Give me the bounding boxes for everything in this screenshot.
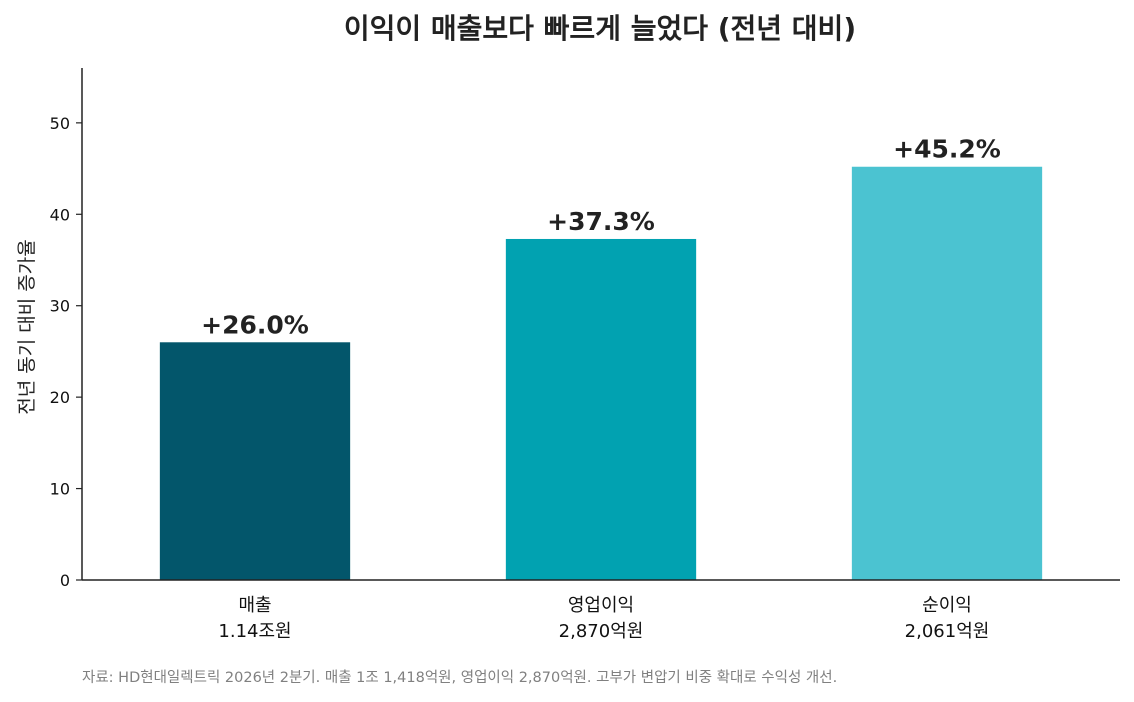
y-tick-label: 20 <box>50 388 70 407</box>
x-tick-label: 매출 <box>238 595 271 616</box>
x-axis-labels: 매출 1.14조원 영업이익 2,870억원 순이익 2,061억원 <box>218 595 989 642</box>
source-note: 자료: HD현대일렉트릭 2026년 2분기. 매출 1조 1,418억원, 영… <box>82 669 837 686</box>
y-tick-label: 0 <box>60 571 70 590</box>
bar <box>159 342 351 580</box>
y-axis-ticks: 0 10 20 30 40 50 <box>50 114 82 590</box>
y-tick-label: 50 <box>50 114 70 133</box>
bar-value-label: +26.0% <box>201 310 309 339</box>
y-tick-label: 30 <box>50 297 70 316</box>
bar-value-label: +45.2% <box>893 135 1001 164</box>
x-tick-label: 순이익 <box>922 595 972 616</box>
bars: +26.0% +37.3% +45.2% <box>159 135 1043 580</box>
bar <box>505 238 697 580</box>
x-tick-sublabel: 2,061억원 <box>905 621 990 642</box>
chart-title: 이익이 매출보다 빠르게 늘었다 (전년 대비) <box>344 12 856 45</box>
y-axis-label: 전년 동기 대비 증가율 <box>16 239 38 414</box>
x-tick-label: 영업이익 <box>568 595 634 616</box>
y-tick-label: 40 <box>50 205 70 224</box>
bar <box>851 166 1043 580</box>
y-tick-label: 10 <box>50 480 70 499</box>
bar-value-label: +37.3% <box>547 207 655 236</box>
x-tick-sublabel: 2,870억원 <box>559 621 644 642</box>
x-tick-sublabel: 1.14조원 <box>218 621 291 642</box>
